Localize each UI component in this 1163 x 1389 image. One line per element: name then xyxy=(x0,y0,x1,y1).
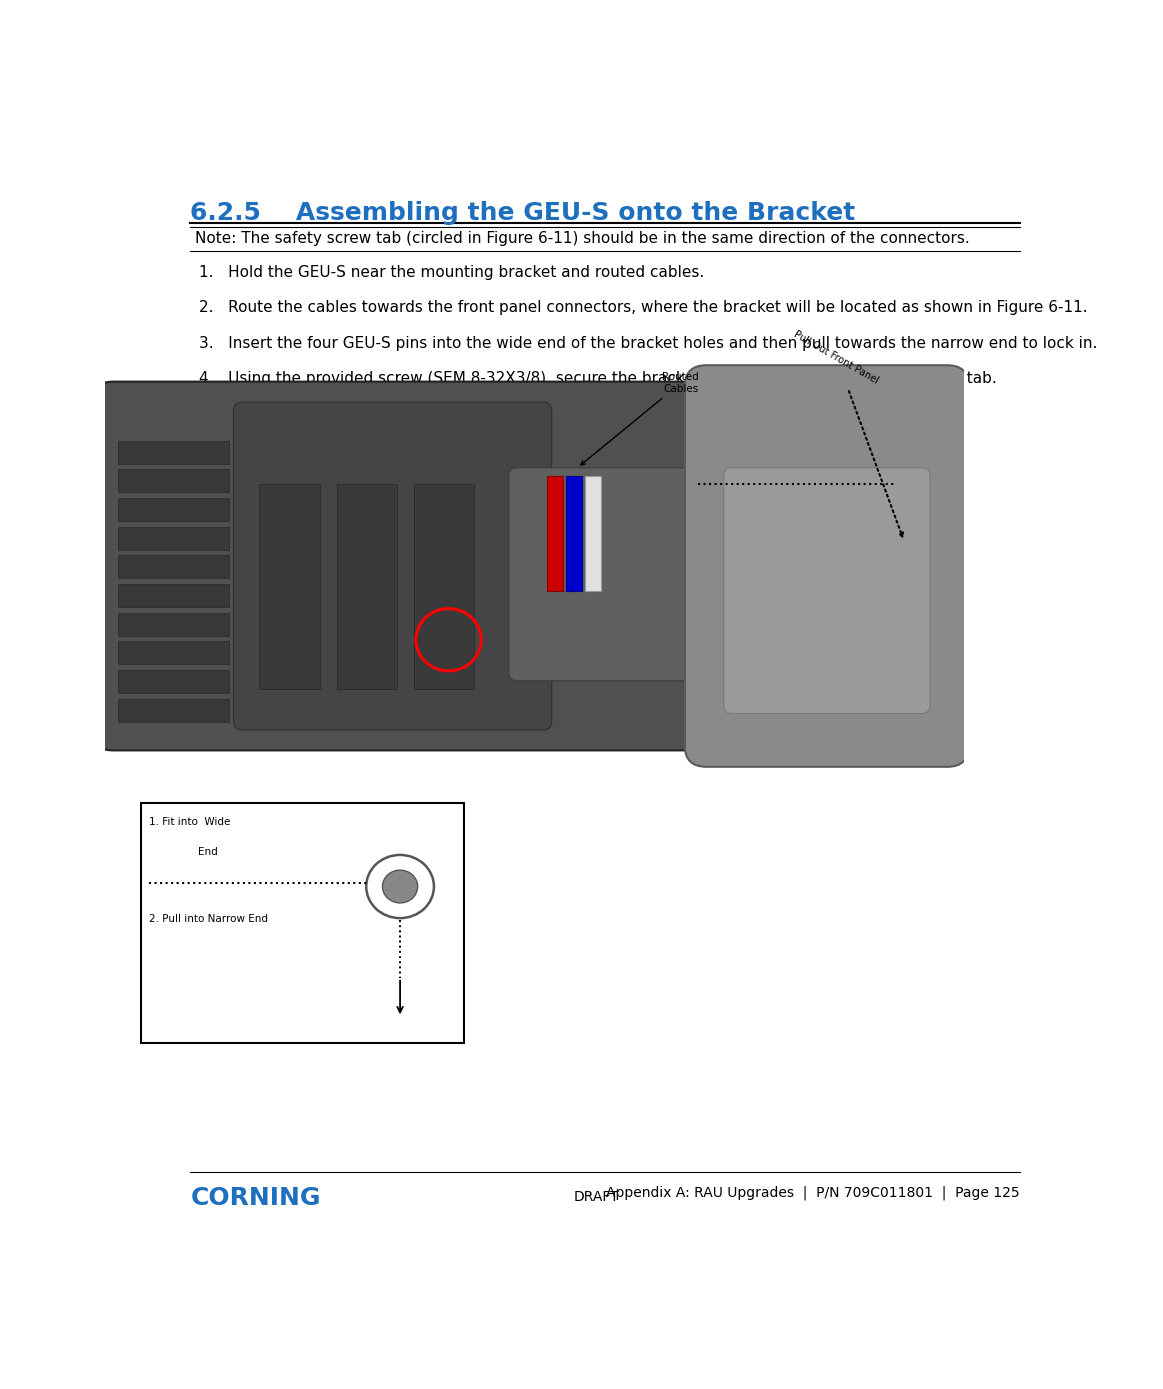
Text: CORNING: CORNING xyxy=(191,1186,321,1210)
Text: Appendix A: RAU Upgrades  |  P/N 709C011801  |  Page 125: Appendix A: RAU Upgrades | P/N 709C01180… xyxy=(606,1186,1020,1200)
FancyBboxPatch shape xyxy=(117,556,229,578)
FancyBboxPatch shape xyxy=(723,468,930,714)
Text: 3.   Insert the four GEU-S pins into the wide end of the bracket holes and then : 3. Insert the four GEU-S pins into the w… xyxy=(200,336,1098,350)
Bar xyxy=(585,476,601,590)
FancyBboxPatch shape xyxy=(117,583,229,607)
Text: Figure 6-11: Locking GEU-S: Figure 6-11: Locking GEU-S xyxy=(200,992,387,1007)
FancyBboxPatch shape xyxy=(117,440,229,464)
FancyBboxPatch shape xyxy=(141,803,464,1043)
FancyBboxPatch shape xyxy=(234,403,551,731)
Text: 4.   Using the provided screw (SEM 8-32X3/8), secure the bracket to the GEU-S vi: 4. Using the provided screw (SEM 8-32X3/… xyxy=(200,371,997,386)
Circle shape xyxy=(383,870,418,903)
FancyBboxPatch shape xyxy=(117,669,229,693)
Text: 1. Fit into  Wide: 1. Fit into Wide xyxy=(149,817,230,826)
Text: End: End xyxy=(198,847,217,857)
FancyBboxPatch shape xyxy=(117,469,229,492)
FancyBboxPatch shape xyxy=(117,526,229,550)
Bar xyxy=(414,485,475,689)
Text: Note: The safety screw tab (circled in Figure 6-11) should be in the same direct: Note: The safety screw tab (circled in F… xyxy=(195,232,970,246)
Bar xyxy=(337,485,397,689)
FancyBboxPatch shape xyxy=(117,699,229,722)
Text: 6.2.5    Assembling the GEU-S onto the Bracket: 6.2.5 Assembling the GEU-S onto the Brac… xyxy=(191,201,856,225)
FancyBboxPatch shape xyxy=(117,499,229,521)
FancyBboxPatch shape xyxy=(92,382,754,750)
Text: 1.   Hold the GEU-S near the mounting bracket and routed cables.: 1. Hold the GEU-S near the mounting brac… xyxy=(200,265,705,281)
Text: 2. Pull into Narrow End: 2. Pull into Narrow End xyxy=(149,914,269,924)
FancyBboxPatch shape xyxy=(508,468,698,681)
Text: 2.   Route the cables towards the front panel connectors, where the bracket will: 2. Route the cables towards the front pa… xyxy=(200,300,1089,315)
Text: Pull Out Front Panel: Pull Out Front Panel xyxy=(792,329,902,536)
Text: DRAFT: DRAFT xyxy=(573,1190,619,1204)
Bar xyxy=(259,485,320,689)
Text: Routed
Cables: Routed Cables xyxy=(580,372,699,465)
Bar xyxy=(566,476,582,590)
FancyBboxPatch shape xyxy=(117,613,229,636)
FancyBboxPatch shape xyxy=(117,642,229,664)
FancyBboxPatch shape xyxy=(685,365,969,767)
Bar xyxy=(548,476,563,590)
